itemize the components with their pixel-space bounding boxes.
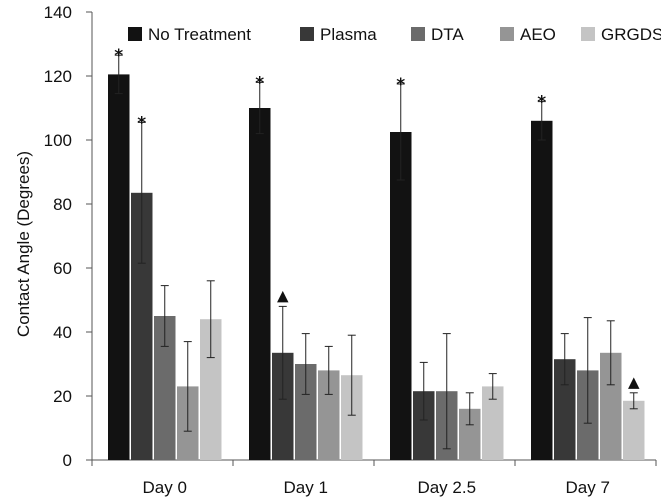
bar — [459, 408, 481, 460]
bar — [482, 386, 504, 460]
y-axis: 0 20 40 60 80 100 120 140 — [44, 3, 93, 470]
bar — [108, 74, 130, 461]
x-category-label: Day 7 — [566, 478, 610, 497]
legend-item: No Treatment — [128, 25, 251, 44]
bar — [531, 120, 553, 461]
bar — [390, 132, 412, 460]
y-tick-label: 40 — [53, 323, 72, 342]
y-tick-label: 80 — [53, 195, 72, 214]
y-tick-label: 100 — [44, 131, 72, 150]
legend-swatch — [411, 27, 425, 41]
significance-star: * — [537, 93, 546, 113]
bar — [295, 364, 317, 460]
bar — [272, 352, 294, 460]
annotations-layer: * * * ▲ * * ▲ — [114, 46, 640, 391]
y-tick-label: 120 — [44, 67, 72, 86]
bars-layer — [108, 74, 645, 461]
bar — [131, 192, 153, 461]
bar — [154, 316, 176, 460]
legend-label: AEO — [520, 25, 556, 44]
legend-swatch — [500, 27, 514, 41]
significance-triangle: ▲ — [628, 373, 640, 391]
x-axis: Day 0 Day 1 Day 2.5 Day 7 — [91, 459, 657, 497]
bar — [623, 400, 645, 460]
error-bars-layer — [114, 54, 638, 450]
legend-item: GRGDS — [581, 25, 661, 44]
y-tick-label: 60 — [53, 259, 72, 278]
significance-star: * — [114, 46, 123, 66]
legend-label: Plasma — [320, 25, 377, 44]
legend-item: Plasma — [300, 25, 377, 44]
y-tick-label: 0 — [63, 451, 72, 470]
y-tick-label: 20 — [53, 387, 72, 406]
bar — [413, 391, 435, 460]
legend-item: DTA — [411, 25, 464, 44]
legend-swatch — [581, 27, 595, 41]
y-axis-title: Contact Angle (Degrees) — [14, 151, 33, 337]
legend-label: GRGDS — [601, 25, 661, 44]
bar — [200, 319, 222, 460]
significance-star: * — [255, 73, 264, 93]
bar — [249, 108, 271, 460]
bar — [600, 352, 622, 460]
y-tick-label: 140 — [44, 3, 72, 22]
bar — [554, 359, 576, 460]
chart-legend: No Treatment Plasma DTA AEO GRGDS — [128, 25, 661, 44]
bar — [341, 375, 363, 460]
significance-triangle: ▲ — [277, 286, 289, 304]
x-category-label: Day 1 — [284, 478, 328, 497]
legend-label: DTA — [431, 25, 464, 44]
significance-star: * — [137, 113, 146, 133]
significance-star: * — [396, 75, 405, 95]
x-category-label: Day 2.5 — [417, 478, 476, 497]
legend-swatch — [300, 27, 314, 41]
legend-swatch — [128, 27, 142, 41]
bar — [318, 370, 340, 460]
legend-item: AEO — [500, 25, 556, 44]
x-category-label: Day 0 — [143, 478, 187, 497]
legend-label: No Treatment — [148, 25, 251, 44]
